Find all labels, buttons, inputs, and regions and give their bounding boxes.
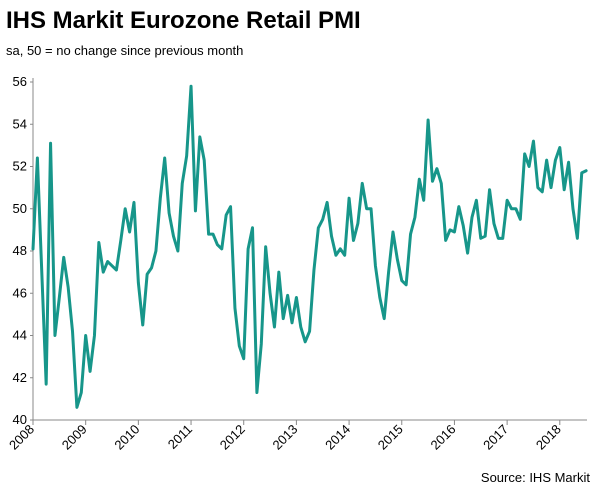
y-tick-label: 56: [13, 74, 27, 89]
x-tick-label: 2015: [375, 422, 406, 453]
y-tick-label: 54: [13, 116, 27, 131]
source-note: Source: IHS Markit: [481, 470, 590, 485]
x-tick-label: 2013: [269, 422, 300, 453]
y-tick-label: 48: [13, 243, 27, 258]
x-tick-label: 2008: [6, 422, 37, 453]
y-tick-label: 44: [13, 328, 27, 343]
chart-title: IHS Markit Eurozone Retail PMI: [6, 7, 361, 34]
x-tick-label: 2014: [322, 422, 353, 453]
data-line: [31, 84, 588, 409]
y-tick-label: 52: [13, 159, 27, 174]
x-tick-label: 2009: [59, 422, 90, 453]
x-tick-label: 2018: [533, 422, 564, 453]
x-tick-label: 2017: [480, 422, 511, 453]
y-tick-label: 42: [13, 370, 27, 385]
y-tick-label: 40: [13, 412, 27, 427]
x-tick-label: 2010: [111, 422, 142, 453]
x-tick-label: 2016: [428, 422, 459, 453]
x-tick-label: 2011: [165, 422, 195, 452]
x-tick-label: 2012: [217, 422, 248, 453]
chart-subtitle: sa, 50 = no change since previous month: [6, 43, 243, 58]
y-tick-label: 46: [13, 285, 27, 300]
y-tick-label: 50: [13, 201, 27, 216]
